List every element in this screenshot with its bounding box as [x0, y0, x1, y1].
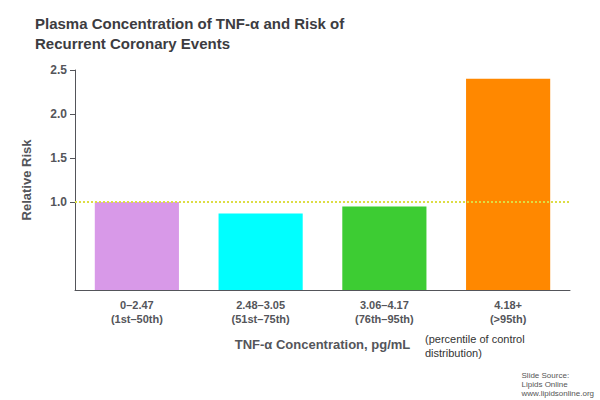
svg-text:Lipids Online: Lipids Online — [522, 380, 569, 389]
svg-text:3.06–4.17: 3.06–4.17 — [360, 299, 409, 311]
svg-text:2.48–3.05: 2.48–3.05 — [236, 299, 285, 311]
svg-text:distribution): distribution) — [425, 347, 482, 359]
svg-text:1.0: 1.0 — [50, 195, 67, 209]
svg-text:TNF-α Concentration, pg/mL: TNF-α Concentration, pg/mL — [235, 337, 411, 352]
svg-text:www.lipidsonline.org: www.lipidsonline.org — [521, 389, 594, 398]
svg-text:Slide Source:: Slide Source: — [522, 371, 570, 380]
svg-text:2.5: 2.5 — [50, 63, 67, 77]
svg-text:2.0: 2.0 — [50, 107, 67, 121]
svg-text:Relative Risk: Relative Risk — [19, 139, 34, 221]
svg-text:4.18+: 4.18+ — [494, 299, 522, 311]
svg-text:1.5: 1.5 — [50, 151, 67, 165]
svg-text:(1st–50th): (1st–50th) — [111, 313, 163, 325]
svg-text:Plasma Concentration of TNF-α: Plasma Concentration of TNF-α and Risk o… — [35, 15, 345, 32]
svg-text:0–2.47: 0–2.47 — [120, 299, 154, 311]
svg-text:(>95th): (>95th) — [490, 313, 527, 325]
svg-text:Recurrent Coronary Events: Recurrent Coronary Events — [35, 35, 230, 52]
svg-text:(51st–75th): (51st–75th) — [232, 313, 290, 325]
svg-text:(percentile of control: (percentile of control — [425, 333, 525, 345]
svg-text:(76th–95th): (76th–95th) — [355, 313, 414, 325]
